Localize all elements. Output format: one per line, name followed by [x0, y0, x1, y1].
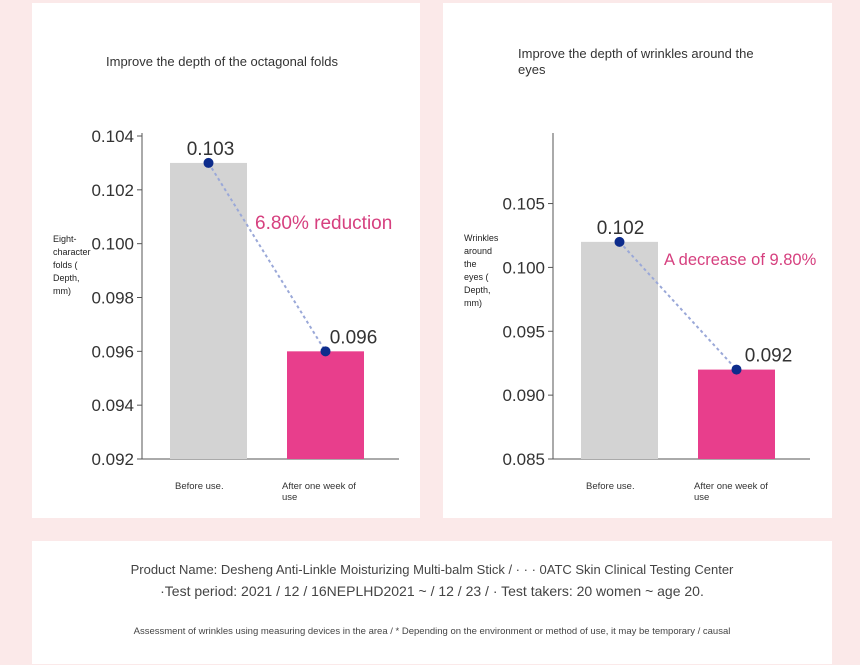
x-category-label: use — [282, 492, 297, 503]
bar-before-use — [170, 162, 247, 459]
chart-title: Improve the depth of the octagonal folds — [106, 54, 338, 69]
x-category-label: After one week of — [282, 481, 356, 492]
data-label: 0.103 — [187, 139, 235, 160]
data-label: 0.102 — [597, 218, 645, 239]
product-name-text: Product Name: Desheng Anti-Linkle Moistu… — [130, 562, 734, 577]
disclaimer-text: Assessment of wrinkles using measuring d… — [133, 626, 731, 637]
data-point — [614, 236, 625, 247]
chart-panel-right: Improve the depth of wrinkles around the… — [443, 3, 832, 518]
y-axis-label: Wrinkles around the eyes ( Depth, mm) — [464, 233, 499, 308]
y-tick-label: 0.105 — [502, 195, 545, 214]
x-category-label: After one week of — [694, 481, 768, 492]
data-label: 0.092 — [745, 346, 793, 367]
test-period-text: ·Test period: 2021 / 12 / 16NEPLHD2021 ~… — [160, 583, 704, 599]
y-tick-label: 0.085 — [502, 450, 545, 469]
y-tick-label: 0.098 — [91, 289, 134, 308]
bar-chart-left: 0.104 0.102 0.100 0.098 0.096 0.094 0.092 Befor… — [91, 127, 399, 503]
y-tick-label: 0.090 — [502, 386, 545, 405]
bar-after-use — [287, 351, 364, 459]
y-tick-label: 0.100 — [91, 235, 134, 254]
y-tick-label: 0.092 — [91, 450, 134, 469]
data-point — [203, 157, 214, 168]
change-annotation: A decrease of 9.80% — [664, 251, 817, 269]
y-tick-label: 0.096 — [91, 342, 134, 361]
x-category-label: Before use. — [175, 481, 224, 492]
y-tick-label: 0.104 — [91, 127, 134, 146]
y-tick-label: 0.095 — [502, 322, 545, 341]
bar-before-use — [581, 241, 658, 459]
x-category-label: Before use. — [586, 481, 635, 492]
y-tick-label: 0.100 — [502, 258, 545, 277]
data-point — [320, 346, 331, 357]
data-point — [731, 364, 742, 375]
trend-connector — [207, 162, 327, 352]
chart-title: Improve the depth of wrinkles around the… — [518, 46, 754, 77]
data-label: 0.096 — [330, 327, 378, 348]
bar-after-use — [698, 369, 775, 459]
change-annotation: 6.80% reduction — [255, 213, 392, 234]
trend-connector — [618, 241, 738, 371]
y-tick-label: 0.094 — [91, 396, 134, 415]
y-tick-label: 0.102 — [91, 181, 134, 200]
x-category-label: use — [694, 492, 709, 503]
bar-chart-right: 0.105 0.100 0.095 0.090 0.085 Before use. Afte… — [502, 133, 817, 503]
chart-panel-left: Improve the depth of the octagonal folds… — [32, 3, 420, 518]
footer-panel: Product Name: Desheng Anti-Linkle Moistu… — [32, 541, 832, 664]
y-axis-label: Eight-character folds ( Depth, mm) — [53, 234, 91, 296]
